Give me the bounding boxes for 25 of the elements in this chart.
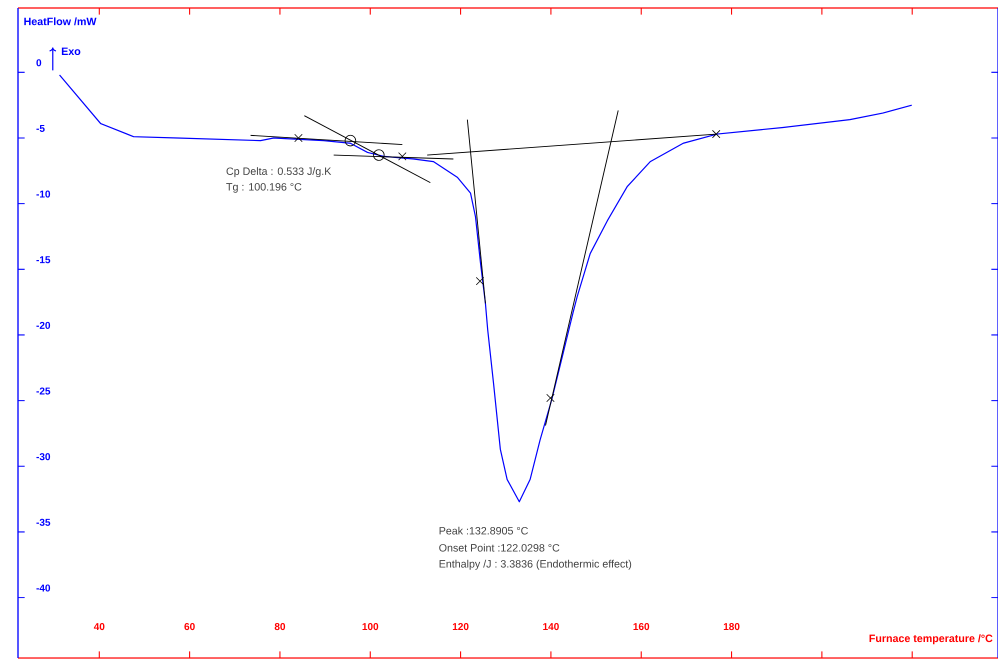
y-tick-label: -30 <box>36 453 50 460</box>
x-tick-label: 180 <box>724 623 740 630</box>
y-tick-label: -10 <box>36 190 50 198</box>
y-tick-label: -15 <box>36 256 50 264</box>
annotation: Enthalpy /J : 3.3836 (Endothermic effect) <box>440 560 632 570</box>
x-tick-label: 160 <box>634 623 650 630</box>
annotation: Cp Delta : 0.533 J/g.K <box>226 167 332 178</box>
annotation: Onset Point :122.0298 °C <box>439 544 560 552</box>
x-tick-label: 120 <box>452 623 469 630</box>
y-tick-label: -25 <box>36 387 50 395</box>
x-tick-label: 40 <box>94 623 104 630</box>
x-tick-label: 80 <box>274 623 286 630</box>
annotation: Exo <box>62 48 80 56</box>
y-tick-label: 0 <box>36 59 42 66</box>
y-tick-label: -35 <box>36 518 50 526</box>
x-axis-title: Furnace temperature /°C <box>870 634 993 644</box>
y-tick-label: -20 <box>36 322 50 329</box>
y-tick-label: -40 <box>36 584 50 592</box>
x-tick-label: 60 <box>184 623 195 630</box>
y-tick-label: -5 <box>36 124 45 132</box>
x-tick-label: 100 <box>362 623 378 630</box>
x-tick-label: 140 <box>543 623 559 630</box>
annotation: Peak :132.8905 °C <box>440 526 528 535</box>
annotation: Tg : 100.196 °C <box>226 183 302 193</box>
y-axis-title: HeatFlow /mW <box>24 17 96 26</box>
